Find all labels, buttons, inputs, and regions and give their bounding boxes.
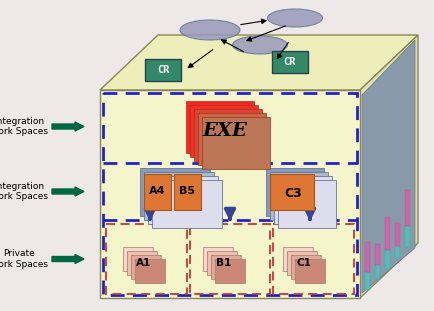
Bar xyxy=(144,174,171,210)
Bar xyxy=(103,93,357,295)
Text: B1: B1 xyxy=(217,258,232,267)
Bar xyxy=(295,259,325,283)
FancyArrow shape xyxy=(52,187,84,196)
Text: Private
Work Spaces: Private Work Spaces xyxy=(0,249,48,269)
Text: C3: C3 xyxy=(284,187,302,200)
Bar xyxy=(274,175,332,224)
Bar xyxy=(278,179,336,228)
Bar xyxy=(365,242,370,272)
Polygon shape xyxy=(100,35,418,90)
Text: B5: B5 xyxy=(180,187,195,197)
Text: A1: A1 xyxy=(136,258,151,267)
Text: C1: C1 xyxy=(296,258,312,267)
Bar xyxy=(375,265,380,279)
Text: CR: CR xyxy=(284,57,296,67)
Bar xyxy=(385,250,390,268)
Text: A4: A4 xyxy=(149,187,166,197)
Bar xyxy=(140,168,210,216)
Bar xyxy=(405,226,410,247)
Ellipse shape xyxy=(180,20,240,40)
Bar xyxy=(194,109,262,160)
Bar xyxy=(123,247,153,271)
Bar xyxy=(283,247,313,271)
Bar xyxy=(144,171,214,220)
Bar xyxy=(148,175,218,224)
Bar xyxy=(395,223,400,246)
Ellipse shape xyxy=(267,9,322,27)
Bar xyxy=(211,255,241,279)
Bar xyxy=(190,224,270,294)
Text: Integration
Work Spaces: Integration Work Spaces xyxy=(0,182,48,201)
FancyArrow shape xyxy=(52,122,84,131)
Bar xyxy=(135,259,165,283)
Bar xyxy=(100,90,360,298)
Bar xyxy=(395,246,400,258)
Bar xyxy=(375,244,380,265)
Bar xyxy=(198,113,266,165)
Bar xyxy=(270,171,328,220)
Bar xyxy=(174,174,201,210)
Ellipse shape xyxy=(233,36,287,54)
Bar xyxy=(287,251,317,275)
Text: EXE: EXE xyxy=(202,122,247,140)
Text: Integration
Work Spaces: Integration Work Spaces xyxy=(0,117,48,136)
Bar xyxy=(203,247,233,271)
Bar xyxy=(190,104,258,156)
Bar xyxy=(270,174,314,210)
Bar xyxy=(365,272,370,290)
Bar xyxy=(152,179,222,228)
Bar xyxy=(385,217,390,250)
Bar xyxy=(127,251,157,275)
Bar xyxy=(272,51,308,73)
Bar xyxy=(215,259,245,283)
Bar xyxy=(207,251,237,275)
Polygon shape xyxy=(362,40,415,293)
Polygon shape xyxy=(360,35,418,298)
Bar xyxy=(131,255,161,279)
FancyArrow shape xyxy=(52,254,84,263)
Bar xyxy=(273,224,354,294)
Text: CR: CR xyxy=(157,65,169,75)
Bar xyxy=(145,59,181,81)
Bar xyxy=(202,117,270,169)
Bar xyxy=(266,168,324,216)
Bar xyxy=(291,255,321,279)
Bar xyxy=(106,224,187,294)
Bar xyxy=(405,190,410,226)
Bar xyxy=(186,100,254,152)
